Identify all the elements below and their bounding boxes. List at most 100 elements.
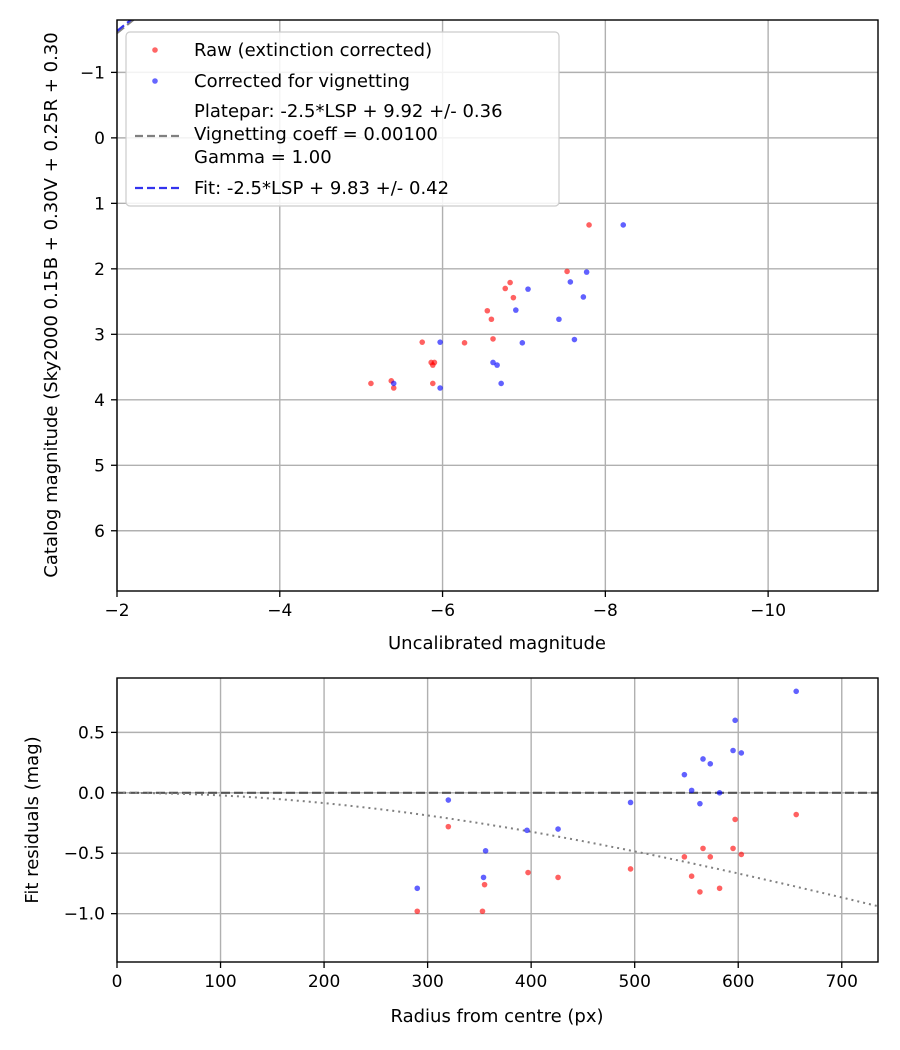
top-plot-frame bbox=[116, 19, 879, 592]
legend-label-vignetting: Vignetting coeff = 0.00100 bbox=[194, 124, 438, 145]
top-point-series-0 bbox=[488, 316, 495, 323]
bottom-point-series-1 bbox=[445, 797, 452, 803]
bottom-reference-lines bbox=[117, 791, 878, 908]
bottom-point-series-0 bbox=[793, 811, 800, 818]
bottom-plot-area bbox=[117, 678, 878, 962]
top-point-series-0 bbox=[507, 279, 513, 286]
bottom-point-series-1 bbox=[627, 799, 634, 806]
top-x-tick-label: −6 bbox=[430, 601, 455, 621]
top-y-tick-label: 1 bbox=[94, 194, 105, 214]
bottom-point-series-0 bbox=[445, 823, 452, 830]
bottom-plot-frame bbox=[116, 677, 879, 963]
bottom-x-tick-label: 700 bbox=[826, 972, 858, 992]
bottom-point-series-1 bbox=[480, 874, 487, 881]
top-point-series-0 bbox=[429, 380, 436, 387]
top-y-tick-label: 4 bbox=[94, 391, 105, 411]
top-x-tick-label: −4 bbox=[267, 601, 292, 621]
bottom-point-series-1 bbox=[697, 800, 703, 807]
bottom-data-points bbox=[414, 688, 800, 915]
top-point-series-0 bbox=[419, 339, 426, 345]
bottom-point-series-0 bbox=[700, 845, 706, 852]
legend-marker-raw bbox=[152, 47, 158, 53]
top-y-tick-label: −1 bbox=[80, 63, 105, 83]
top-point-series-1 bbox=[620, 222, 627, 228]
bottom-grid bbox=[116, 678, 878, 962]
top-y-tick-label: 3 bbox=[94, 325, 105, 345]
top-point-series-1 bbox=[437, 339, 443, 345]
bottom-point-series-1 bbox=[524, 827, 530, 834]
bottom-point-series-1 bbox=[793, 688, 800, 695]
top-point-series-1 bbox=[490, 359, 496, 366]
bottom-x-tick-label: 400 bbox=[515, 972, 547, 992]
bottom-y-tick-label: 0.0 bbox=[78, 784, 105, 804]
bottom-x-tick-label: 200 bbox=[308, 972, 340, 992]
top-point-series-1 bbox=[519, 340, 526, 346]
bottom-point-series-1 bbox=[482, 848, 489, 854]
top-point-series-1 bbox=[556, 316, 562, 323]
bottom-point-series-1 bbox=[730, 747, 736, 754]
top-y-tick-label: 6 bbox=[94, 522, 105, 542]
bottom-x-tick-label: 500 bbox=[618, 972, 650, 992]
top-point-series-0 bbox=[586, 222, 592, 228]
legend-label-gamma: Gamma = 1.00 bbox=[194, 147, 332, 168]
bottom-point-series-1 bbox=[738, 750, 745, 756]
top-data-points bbox=[368, 222, 627, 391]
legend: Raw (extinction corrected) Corrected for… bbox=[125, 31, 560, 207]
top-point-series-1 bbox=[571, 336, 578, 343]
top-x-axis-label: Uncalibrated magnitude bbox=[388, 633, 606, 654]
bottom-point-series-0 bbox=[681, 854, 688, 860]
bottom-point-series-0 bbox=[525, 869, 531, 876]
top-y-tick-label: 2 bbox=[94, 260, 105, 280]
top-point-series-0 bbox=[461, 340, 468, 346]
legend-box bbox=[125, 31, 560, 207]
top-point-series-0 bbox=[429, 362, 436, 368]
bottom-point-series-0 bbox=[479, 908, 486, 915]
top-x-tick-label: −10 bbox=[750, 601, 786, 621]
bottom-y-tick-label: 0.5 bbox=[78, 723, 105, 743]
bottom-point-series-0 bbox=[697, 889, 703, 895]
top-point-series-1 bbox=[525, 286, 531, 292]
top-y-tick-label: 0 bbox=[94, 129, 105, 149]
top-point-series-1 bbox=[513, 307, 519, 313]
bottom-point-series-1 bbox=[414, 885, 421, 892]
bottom-point-series-1 bbox=[716, 790, 723, 796]
top-point-series-0 bbox=[510, 294, 517, 301]
bottom-point-series-0 bbox=[707, 854, 714, 860]
bottom-y-axis-label: Fit residuals (mag) bbox=[22, 736, 43, 903]
top-point-series-1 bbox=[498, 380, 504, 387]
top-point-series-0 bbox=[502, 285, 509, 292]
bottom-point-series-1 bbox=[732, 717, 738, 724]
bottom-point-series-1 bbox=[555, 826, 561, 832]
top-x-tick-label: −8 bbox=[593, 601, 618, 621]
bottom-point-series-1 bbox=[688, 787, 695, 794]
bottom-point-series-0 bbox=[627, 866, 634, 872]
bottom-point-series-0 bbox=[555, 874, 561, 881]
bottom-point-series-0 bbox=[732, 816, 738, 823]
bottom-point-series-0 bbox=[688, 873, 695, 879]
top-point-series-0 bbox=[390, 385, 397, 391]
bottom-vignetting-curve bbox=[117, 791, 878, 908]
top-point-series-1 bbox=[583, 269, 590, 275]
bottom-x-axis-label: Radius from centre (px) bbox=[390, 1006, 603, 1027]
top-point-series-1 bbox=[390, 380, 397, 387]
legend-marker-corrected bbox=[152, 78, 158, 84]
top-point-series-0 bbox=[564, 268, 570, 275]
top-point-series-1 bbox=[567, 279, 574, 285]
bottom-ticks: 0 100 200 300 400 500 600 700 0.5 0.0 −0.5 −1.0 bbox=[64, 723, 858, 992]
top-point-series-0 bbox=[484, 307, 491, 314]
bottom-point-series-0 bbox=[738, 851, 745, 858]
legend-label-platepar: Platepar: -2.5*LSP + 9.92 +/- 0.36 bbox=[194, 101, 503, 122]
top-point-series-1 bbox=[437, 385, 443, 391]
top-x-tick-label: −2 bbox=[104, 601, 129, 621]
top-point-series-0 bbox=[368, 380, 374, 387]
bottom-point-series-0 bbox=[716, 885, 723, 892]
bottom-x-tick-label: 100 bbox=[204, 972, 236, 992]
bottom-y-tick-label: −1.0 bbox=[64, 905, 105, 925]
bottom-x-tick-label: 600 bbox=[722, 972, 754, 992]
top-point-series-1 bbox=[494, 362, 500, 368]
bottom-point-series-0 bbox=[481, 881, 488, 888]
bottom-y-tick-label: −0.5 bbox=[64, 844, 105, 864]
bottom-point-series-0 bbox=[414, 908, 421, 915]
